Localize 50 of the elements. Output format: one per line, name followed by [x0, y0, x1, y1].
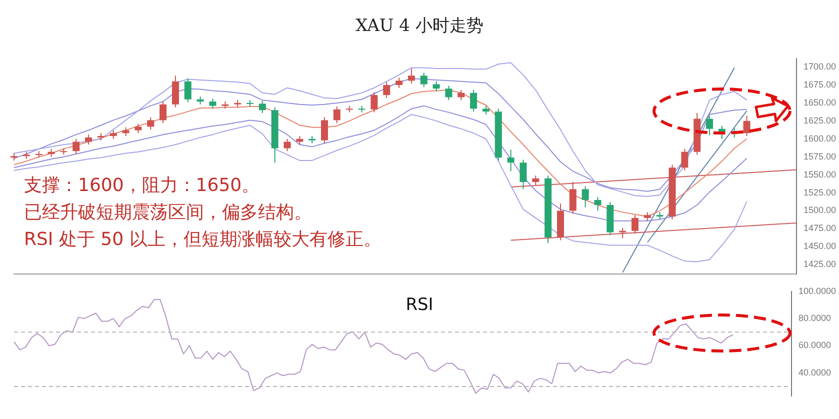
y-tick-label: 1450.00	[803, 241, 836, 252]
candlestick	[321, 116, 328, 144]
chart-title: RSI	[404, 295, 434, 315]
y-tick-label: 1600.00	[803, 133, 836, 144]
candlestick	[333, 106, 340, 124]
y-tick-label: 1650.00	[803, 97, 836, 108]
candlestick	[520, 159, 527, 190]
candlestick	[507, 149, 514, 172]
candlestick	[383, 82, 390, 98]
candlestick	[370, 92, 378, 113]
candlestick	[209, 98, 216, 110]
candlestick	[72, 138, 80, 154]
y-tick-label: 1625.00	[803, 115, 836, 126]
y-tick-label: 40.0000	[798, 367, 832, 378]
chart-title: XAU 4 小时走势	[354, 15, 484, 37]
y-tick-label: 1575.00	[803, 151, 836, 162]
annotation: RSI 处于 50 以上，但短期涨幅较大有修正。	[24, 228, 382, 252]
annotation: 已经升破短期震荡区间，偏多结构。	[24, 201, 313, 225]
y-tick-label: 100.0000	[798, 286, 836, 296]
candlestick	[396, 77, 403, 88]
candlestick	[532, 175, 540, 186]
y-tick-label: 1425.00	[803, 259, 836, 270]
candlestick	[743, 115, 750, 137]
candlestick	[160, 101, 167, 124]
candlestick	[147, 116, 154, 130]
candlestick	[420, 72, 428, 88]
candlestick	[85, 134, 92, 146]
y-tick-label: 1500.00	[803, 205, 836, 216]
y-tick-label: 60.0000	[798, 340, 832, 350]
candlestick	[458, 90, 465, 101]
y-tick-label: 1675.00	[803, 79, 836, 90]
candlestick	[681, 148, 688, 172]
candlestick	[184, 78, 192, 103]
y-tick-label: 80.0000	[798, 313, 832, 324]
candlestick	[582, 186, 589, 208]
y-tick-label: 1700.00	[803, 62, 836, 72]
annotation: 支撑：1600，阻力：1650。	[24, 174, 261, 198]
candlestick	[284, 138, 291, 152]
candlestick	[470, 90, 478, 112]
candlestick	[594, 196, 602, 212]
candlestick	[706, 115, 714, 136]
candlestick	[258, 100, 266, 114]
y-tick-label: 1550.00	[803, 169, 836, 180]
y-tick-label: 1475.00	[803, 223, 836, 234]
candlestick	[172, 75, 179, 108]
y-tick-label: 1525.00	[803, 187, 836, 198]
candlestick	[408, 68, 415, 84]
candlestick	[432, 80, 440, 92]
candlestick	[134, 123, 142, 134]
candlestick	[445, 85, 452, 101]
